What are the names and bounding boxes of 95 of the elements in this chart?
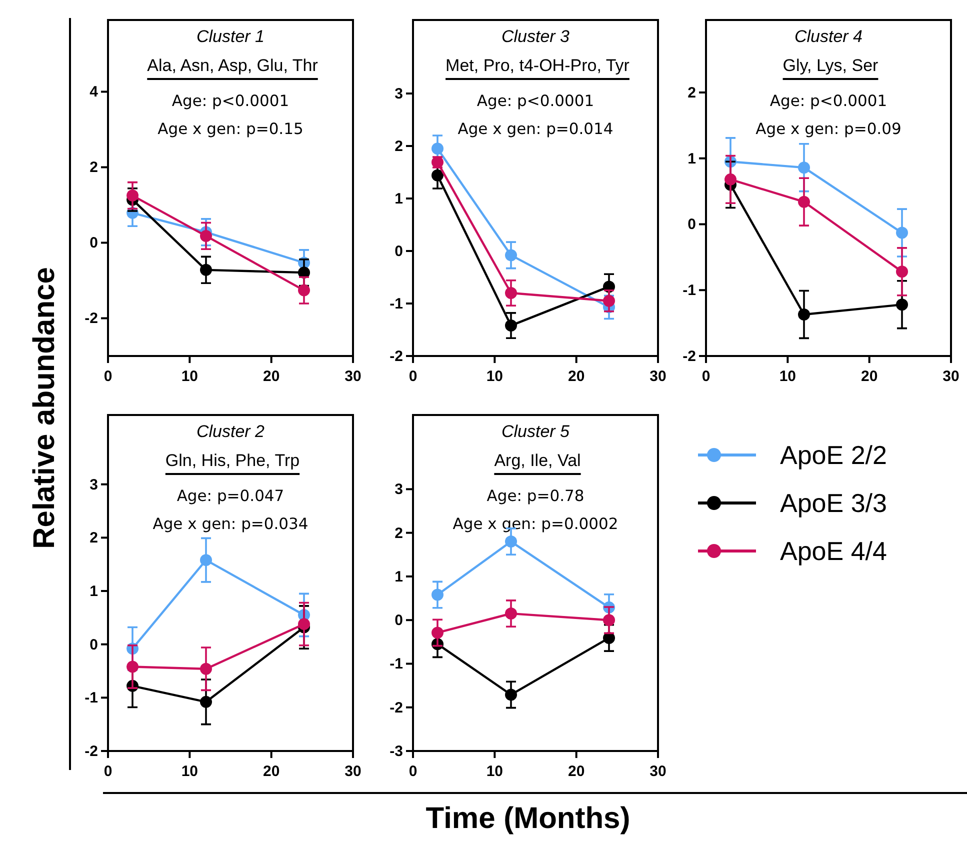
y-tick-label: 0 xyxy=(688,216,696,234)
y-tick-label: 1 xyxy=(394,568,403,586)
chart-title: Cluster 5 xyxy=(501,422,570,441)
x-tick-label: 30 xyxy=(344,763,362,780)
point xyxy=(505,536,517,548)
x-tick-label: 30 xyxy=(650,368,666,385)
y-tick-label: -2 xyxy=(84,743,98,760)
y-tick-label: 2 xyxy=(394,524,403,542)
y-tick-label: -2 xyxy=(390,699,403,716)
x-tick-label: 0 xyxy=(702,368,710,385)
x-tick-label: 10 xyxy=(486,368,504,385)
chart-title: Cluster 1 xyxy=(196,27,265,46)
point xyxy=(126,660,138,673)
point xyxy=(432,142,444,155)
annotation: Age x gen: p=0.09 xyxy=(756,120,902,138)
y-axis-title: Relative abundance xyxy=(28,267,61,549)
y-tick-label: -2 xyxy=(84,310,98,328)
annotation: Age: p=0.78 xyxy=(486,487,584,505)
point xyxy=(798,308,810,320)
y-tick-label: 0 xyxy=(90,234,98,252)
point xyxy=(505,608,517,620)
y-tick-label: 1 xyxy=(90,583,98,600)
x-tick-label: 10 xyxy=(181,763,198,780)
legend-label: ApoE 3/3 xyxy=(780,488,887,518)
point xyxy=(798,162,810,174)
x-tick-label: 20 xyxy=(568,763,585,780)
point xyxy=(200,264,212,276)
y-tick-label: 2 xyxy=(394,138,403,155)
y-tick-label: 2 xyxy=(688,84,696,102)
y-tick-label: -2 xyxy=(682,348,696,365)
point xyxy=(200,662,212,675)
x-tick-label: 30 xyxy=(942,368,960,385)
point xyxy=(298,284,310,296)
point xyxy=(603,294,615,307)
chart-title: Cluster 3 xyxy=(501,27,570,46)
legend-label: ApoE 4/4 xyxy=(780,536,887,566)
point xyxy=(200,230,212,242)
legend-label: ApoE 2/2 xyxy=(780,440,887,470)
annotation: Age x gen: p=0.014 xyxy=(458,120,614,138)
point xyxy=(298,618,310,630)
x-tick-label: 20 xyxy=(262,763,280,780)
x-axis-title: Time (Months) xyxy=(426,802,630,835)
point xyxy=(432,626,444,639)
x-tick-label: 20 xyxy=(860,368,878,385)
x-tick-label: 10 xyxy=(486,763,504,780)
annotation: Age: p<0.0001 xyxy=(476,92,594,110)
point xyxy=(200,696,212,708)
x-tick-label: 0 xyxy=(408,368,418,385)
y-tick-label: 1 xyxy=(688,150,696,168)
annotation: Age x gen: p=0.15 xyxy=(158,120,304,138)
point xyxy=(505,688,517,701)
y-tick-label: -3 xyxy=(390,743,403,760)
point xyxy=(432,169,444,182)
x-tick-label: 0 xyxy=(408,763,418,780)
point xyxy=(603,614,615,626)
y-tick-label: -1 xyxy=(682,282,696,300)
y-tick-label: -1 xyxy=(84,690,98,707)
y-tick-label: 0 xyxy=(394,243,403,260)
chart-title: Cluster 4 xyxy=(794,27,863,46)
y-tick-label: 3 xyxy=(90,476,98,494)
x-tick-label: 0 xyxy=(104,368,112,385)
annotation: Age x gen: p=0.034 xyxy=(152,515,308,533)
annotation: Age: p=0.047 xyxy=(176,487,284,505)
y-tick-label: 2 xyxy=(90,530,98,547)
point xyxy=(896,226,908,239)
x-tick-label: 20 xyxy=(568,368,585,385)
chart-title: Cluster 2 xyxy=(196,422,266,441)
y-tick-label: 0 xyxy=(394,612,403,630)
x-tick-label: 30 xyxy=(344,368,362,385)
y-tick-label: 3 xyxy=(394,481,403,498)
point xyxy=(896,266,908,278)
point xyxy=(724,173,736,186)
point xyxy=(200,554,212,566)
x-tick-label: 10 xyxy=(779,368,796,385)
annotation: Age: p<0.0001 xyxy=(172,92,290,110)
x-tick-label: 20 xyxy=(262,368,280,385)
point xyxy=(126,190,138,202)
y-tick-label: 2 xyxy=(90,159,98,176)
point xyxy=(432,588,444,601)
point xyxy=(505,287,517,299)
point xyxy=(896,298,908,311)
y-tick-label: 4 xyxy=(90,84,99,101)
y-tick-label: 1 xyxy=(394,190,403,208)
y-tick-label: -2 xyxy=(390,348,403,365)
x-tick-label: 10 xyxy=(181,368,198,385)
y-tick-label: 3 xyxy=(394,86,403,102)
point xyxy=(505,320,517,332)
y-tick-label: 0 xyxy=(90,636,98,654)
point xyxy=(798,196,810,208)
point xyxy=(505,249,517,262)
x-tick-label: 30 xyxy=(650,763,666,780)
y-tick-label: -1 xyxy=(390,656,403,673)
annotation: Age: p<0.0001 xyxy=(770,92,888,110)
y-tick-label: -1 xyxy=(390,296,403,312)
x-tick-label: 0 xyxy=(104,763,112,780)
